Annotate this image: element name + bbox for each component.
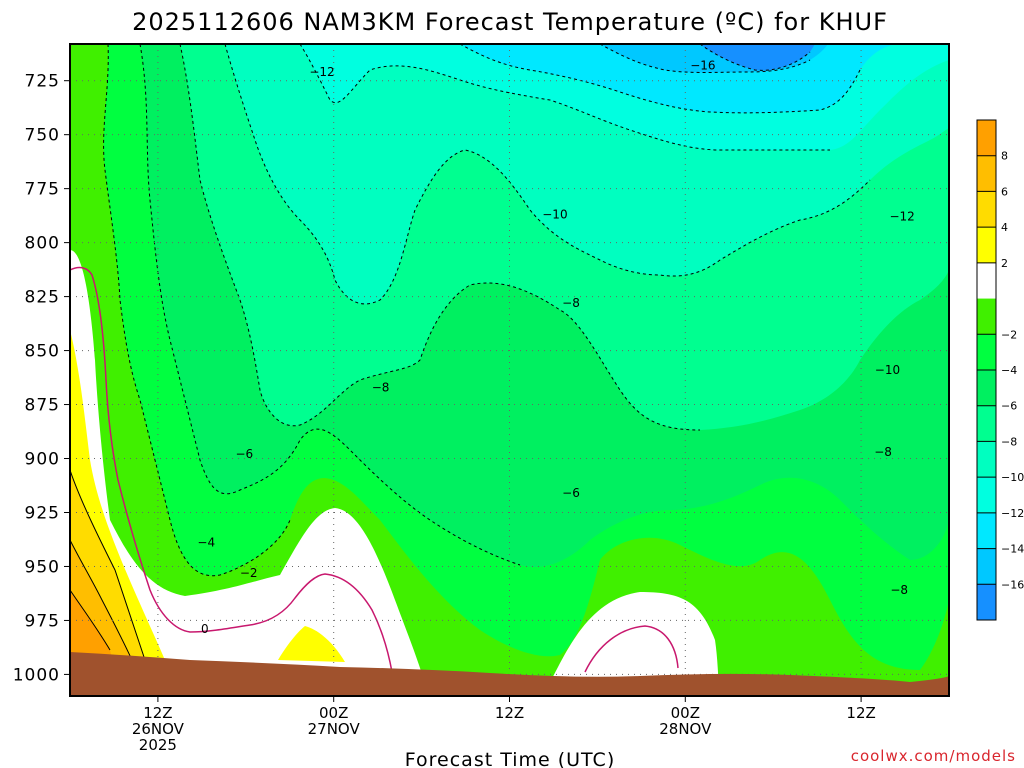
colorbar-swatch	[977, 334, 996, 370]
contour-labels: −16 −12 −12 −10 −10 −8 −8 −8 −8 −6 −6 −4 −2 0	[197, 59, 914, 636]
contour-label: −8	[874, 445, 892, 459]
x-tick-label: 12Z	[846, 704, 875, 722]
isotherm-minus-2	[103, 44, 291, 577]
contour-label: −6	[562, 486, 580, 500]
x-tick-label: 12Z	[495, 704, 524, 722]
x-tick-label: 00Z	[319, 704, 348, 722]
x-tick-label: 28NOV	[659, 720, 712, 738]
isotherm-minus-10	[299, 44, 830, 151]
colorbar-label: −16	[1001, 578, 1024, 591]
isotherm-minus-6	[179, 44, 701, 431]
y-tick-label: 1000	[13, 665, 60, 685]
contour-label: −8	[372, 380, 390, 394]
warm-isotherm-lines	[70, 469, 146, 661]
x-tick-label: 27NOV	[308, 720, 361, 738]
x-tick-label: 2025	[139, 736, 177, 754]
isotherm-6	[70, 589, 111, 651]
isotherm-2	[70, 469, 146, 661]
colorbar-label: 4	[1001, 221, 1008, 234]
colorbar-label: −10	[1001, 471, 1024, 484]
colorbar-swatch	[977, 120, 996, 156]
contour-label: 0	[201, 622, 209, 636]
x-axis-label: Forecast Time (UTC)	[405, 749, 615, 768]
isotherm-0-line-b	[584, 625, 679, 673]
y-tick-label: 775	[25, 180, 60, 200]
colorbar-swatch	[977, 548, 996, 585]
x-tick-label: 26NOV	[132, 720, 185, 738]
credit-link[interactable]: coolwx.com/models	[851, 747, 1016, 765]
isotherm-0-line	[70, 266, 393, 673]
y-tick-label: 725	[25, 72, 60, 92]
isotherm-minus-8	[224, 44, 871, 305]
contour-label: −2	[240, 566, 258, 580]
colorbar-swatch	[977, 298, 996, 335]
colorbar-label: −14	[1001, 543, 1024, 556]
colorbar-swatch	[977, 477, 996, 513]
contour-label: −8	[562, 296, 580, 310]
contour-label: −6	[235, 447, 253, 461]
ground	[70, 652, 949, 696]
y-tick-label: 925	[25, 503, 60, 523]
band-below-minus-18	[700, 44, 815, 71]
colorbar-swatch	[977, 227, 996, 263]
colorbar-swatch	[977, 370, 996, 406]
y-axis: 725 750 775 800 825 850 875 900 925 950 975 1000	[13, 72, 70, 685]
isotherm-minus-4	[139, 44, 521, 566]
contour-label: −12	[309, 65, 334, 79]
colorbar-label: −12	[1001, 507, 1024, 520]
contour-label: −10	[542, 208, 567, 222]
contour-label: −4	[197, 536, 215, 550]
colorbar-swatch	[977, 441, 996, 478]
band-6-to-8	[70, 590, 112, 660]
colorbar-label: −6	[1001, 400, 1017, 413]
y-tick-label: 900	[25, 450, 60, 470]
colorbar-label: 2	[1001, 257, 1008, 270]
isotherm-lines	[103, 44, 871, 577]
contour-label: −12	[889, 210, 914, 224]
contour-label: −8	[890, 583, 908, 597]
y-tick-label: 825	[25, 288, 60, 308]
y-tick-label: 850	[25, 342, 60, 362]
y-tick-label: 875	[25, 396, 60, 416]
y-tick-label: 975	[25, 611, 60, 631]
x-tick-label: 00Z	[671, 704, 700, 722]
colorbar-label: 6	[1001, 185, 1008, 198]
colorbar-swatch	[977, 262, 996, 299]
isotherm-minus-14	[599, 44, 811, 73]
plot-area	[70, 44, 949, 696]
isotherm-4	[70, 539, 133, 661]
colorbar-label: −2	[1001, 328, 1017, 341]
colorbar-label: −8	[1001, 435, 1017, 448]
chart-title: 2025112606 NAM3KM Forecast Temperature (…	[132, 8, 888, 36]
contour-label: −10	[875, 363, 900, 377]
y-tick-label: 950	[25, 557, 60, 577]
grid	[70, 44, 949, 696]
colorbar-swatch	[977, 155, 996, 192]
colorbar-label: −4	[1001, 364, 1017, 377]
y-tick-label: 800	[25, 234, 60, 254]
colorbar-label: 8	[1001, 150, 1008, 163]
isotherm-minus-16	[699, 44, 811, 71]
contour-label: −16	[690, 59, 715, 73]
colorbar-swatch	[977, 191, 996, 228]
x-tick-label: 12Z	[143, 704, 172, 722]
colorbar-swatch	[977, 405, 996, 442]
colorbar: 8 6 4 2 −2 −4 −6 −8 −10 −12 −14 −16	[976, 119, 1024, 621]
y-tick-label: 750	[25, 126, 60, 146]
colorbar-swatch	[977, 584, 996, 620]
colorbar-swatch	[977, 512, 996, 549]
